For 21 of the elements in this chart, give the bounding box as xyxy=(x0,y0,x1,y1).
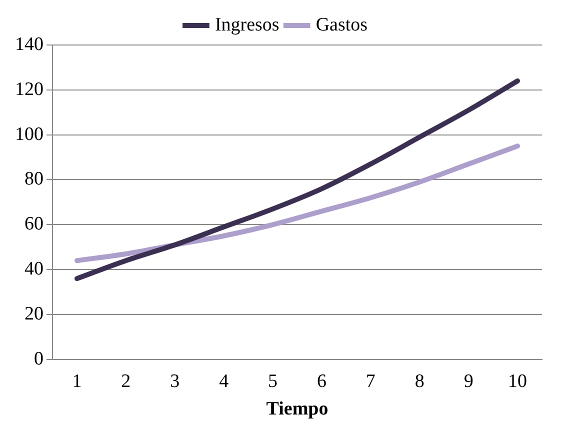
y-tick-label: 40 xyxy=(24,258,44,280)
y-tick-label: 100 xyxy=(15,124,44,145)
y-tick-label: 60 xyxy=(24,214,44,235)
y-tick-label: 120 xyxy=(15,78,44,100)
legend-label: Ingresos xyxy=(214,14,280,36)
x-tick-label: 7 xyxy=(366,370,376,392)
x-tick-label: 5 xyxy=(268,370,278,392)
y-tick-label: 0 xyxy=(34,348,44,370)
x-axis-title: Tiempo xyxy=(266,398,328,420)
y-tick-label: 140 xyxy=(15,34,44,55)
x-tick-label: 10 xyxy=(508,370,528,392)
y-tick-label: 80 xyxy=(24,168,44,190)
x-tick-label: 1 xyxy=(72,370,82,392)
x-tick-label: 8 xyxy=(414,370,424,392)
x-tick-label: 3 xyxy=(170,370,180,392)
x-tick-label: 4 xyxy=(219,370,230,392)
x-tick-label: 2 xyxy=(121,370,131,392)
legend-label: Gastos xyxy=(316,14,368,36)
x-tick-label: 6 xyxy=(316,370,326,392)
x-tick-label: 9 xyxy=(464,370,474,392)
y-tick-label: 20 xyxy=(24,303,44,324)
